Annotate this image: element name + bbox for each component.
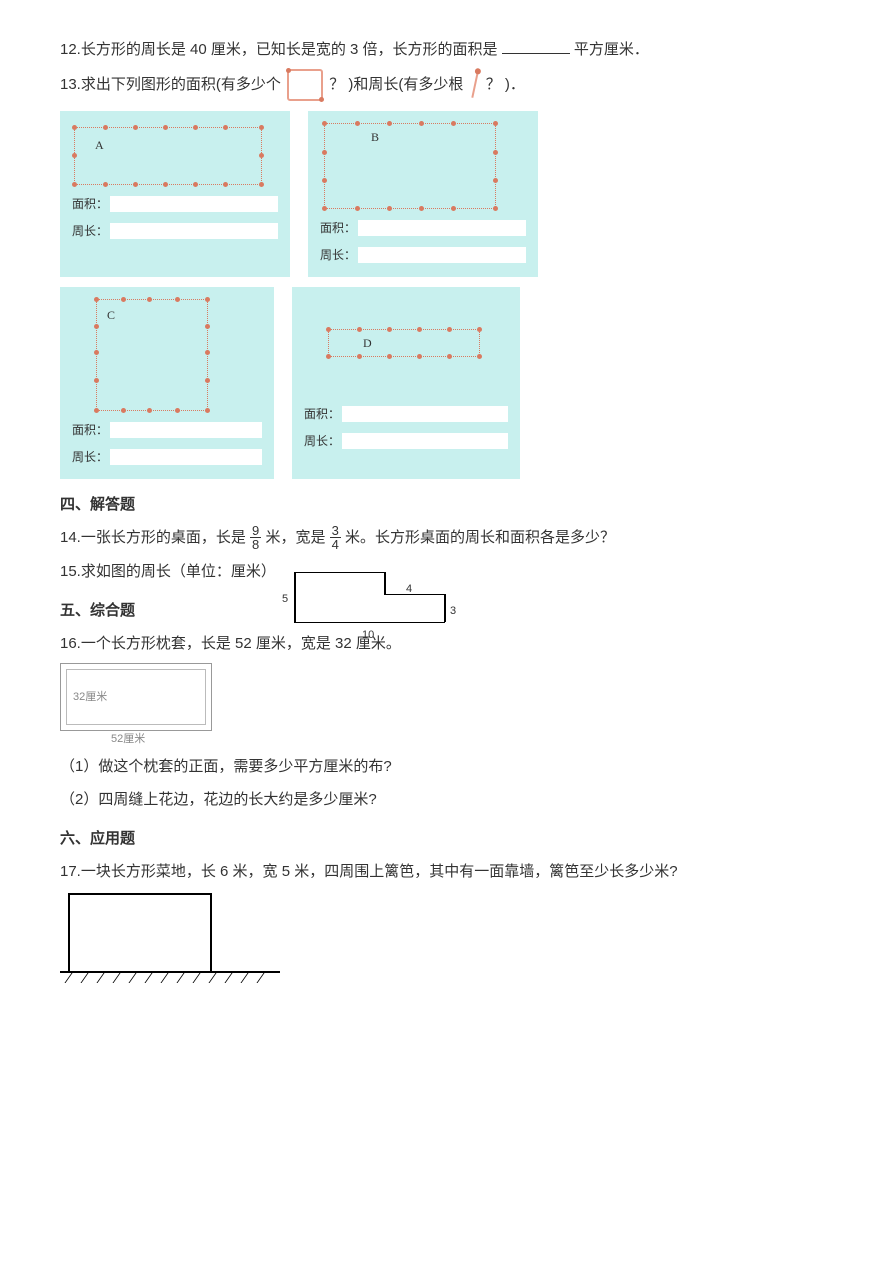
letter-d: D	[363, 336, 372, 351]
area-label: 面积：	[72, 195, 110, 212]
perimeter-label: 周长：	[72, 448, 110, 465]
card-d-perim-row: 周长：	[304, 432, 508, 449]
dim-4: 4	[406, 580, 412, 600]
card-a-area-row: 面积：	[72, 195, 278, 212]
letter-a: A	[95, 138, 104, 153]
q14: 14.一张长方形的桌面，长是 98 米，宽是 34 米。长方形桌面的周长和面积各…	[60, 524, 833, 552]
card-d: D 面积： 周长：	[292, 287, 520, 479]
section-5: 五、综合题	[60, 599, 833, 620]
q12: 12.长方形的周长是 40 厘米，已知长是宽的 3 倍，长方形的面积是 平方厘米…	[60, 36, 833, 63]
q14-mid: 米，宽是	[265, 529, 329, 546]
q12-blank[interactable]	[502, 38, 570, 54]
shape-c: C	[72, 299, 262, 411]
q12-prefix: 12.长方形的周长是 40 厘米，已知长是宽的 3 倍，长方形的面积是	[60, 41, 498, 58]
q13: 13.求出下列图形的面积(有多少个 ？ )和周长(有多少根 ？ )．	[60, 69, 833, 101]
shape-b: B	[320, 123, 526, 209]
card-row-2: C 面积： 周长： D 面积： 周长：	[60, 287, 833, 479]
q14-prefix: 14.一张长方形的桌面，长是	[60, 529, 250, 546]
shape-d: D	[304, 299, 508, 357]
card-b-perim-input[interactable]	[358, 247, 526, 263]
pillow-dim-w: 32厘米	[73, 688, 107, 704]
q17-text: 17.一块长方形菜地，长 6 米，宽 5 米，四周围上篱笆，其中有一面靠墙，篱笆…	[60, 858, 833, 885]
card-b-perim-row: 周长：	[320, 246, 526, 263]
card-d-area-input[interactable]	[342, 406, 508, 422]
card-c-perim-row: 周长：	[72, 448, 262, 465]
perimeter-label: 周长：	[72, 222, 110, 239]
q15-text: 15.求如图的周长（单位：厘米）	[60, 563, 276, 580]
pillow-figure: 32厘米 52厘米	[60, 663, 212, 731]
q13-mid: ？ )和周长(有多少根	[329, 76, 463, 93]
card-d-perim-input[interactable]	[342, 433, 508, 449]
q16-sub2: （2）四周缝上花边，花边的长大约是多少厘米?	[60, 786, 833, 813]
area-label: 面积：	[320, 219, 358, 236]
card-c-area-input[interactable]	[110, 422, 262, 438]
match-stick-icon	[471, 72, 478, 98]
pillow-dim-l: 52厘米	[111, 730, 145, 746]
perimeter-label: 周长：	[320, 246, 358, 263]
card-a-perim-row: 周长：	[72, 222, 278, 239]
q13-suffix: ？ )．	[486, 76, 525, 93]
q15: 15.求如图的周长（单位：厘米） 5 4 3 10	[60, 558, 833, 585]
area-label: 面积：	[72, 421, 110, 438]
shape-a: A	[72, 127, 278, 185]
card-a: A 面积： 周长：	[60, 111, 290, 277]
q13-prefix: 13.求出下列图形的面积(有多少个	[60, 76, 281, 93]
frac-3-4: 34	[330, 524, 341, 551]
perimeter-label: 周长：	[304, 432, 342, 449]
card-c-perim-input[interactable]	[110, 449, 262, 465]
letter-c: C	[107, 308, 115, 323]
card-d-area-row: 面积：	[304, 405, 508, 422]
q16-text: 16.一个长方形枕套，长是 52 厘米，宽是 32 厘米。	[60, 630, 833, 657]
area-label: 面积：	[304, 405, 342, 422]
card-b: B 面积： 周长：	[308, 111, 538, 277]
section-4: 四、解答题	[60, 493, 833, 514]
card-c: C 面积： 周长：	[60, 287, 274, 479]
frac-9-8: 98	[250, 524, 261, 551]
card-b-area-row: 面积：	[320, 219, 526, 236]
match-square-icon	[287, 69, 323, 101]
section-6: 六、应用题	[60, 827, 833, 848]
dim-5: 5	[282, 590, 288, 610]
q16-sub1: （1）做这个枕套的正面，需要多少平方厘米的布?	[60, 753, 833, 780]
card-c-area-row: 面积：	[72, 421, 262, 438]
dim-10: 10	[362, 626, 374, 646]
q17-figure	[60, 893, 833, 985]
q12-suffix: 平方厘米．	[574, 41, 649, 58]
q14-suffix: 米。长方形桌面的周长和面积各是多少？	[345, 529, 615, 546]
dim-3: 3	[450, 602, 456, 622]
card-a-area-input[interactable]	[110, 196, 278, 212]
card-row-1: A 面积： 周长： B 面积： 周长：	[60, 111, 833, 277]
card-a-perim-input[interactable]	[110, 223, 278, 239]
letter-b: B	[371, 130, 379, 145]
card-b-area-input[interactable]	[358, 220, 526, 236]
